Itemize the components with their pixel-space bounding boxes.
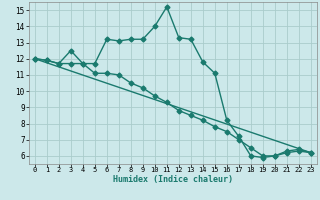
X-axis label: Humidex (Indice chaleur): Humidex (Indice chaleur): [113, 175, 233, 184]
